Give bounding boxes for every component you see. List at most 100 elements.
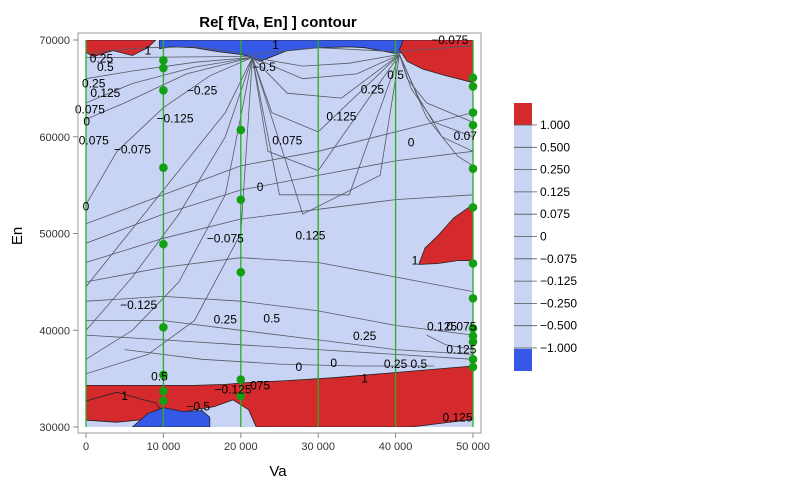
legend-label: −0.125 [540,274,577,288]
sample-point [159,396,168,406]
contour-label: 0 [83,199,90,213]
contour-line-4 [86,57,253,120]
sample-point [236,267,246,277]
legend-label: −1.000 [540,341,577,355]
contour-label: 0.125 [446,343,476,357]
legend-swatch-high [514,103,532,125]
contour-line-14 [252,54,400,172]
legend-label: 0.500 [540,140,570,154]
contour-label: −0.5 [252,60,276,74]
contour-label: 0.5 [263,312,280,326]
x-axis-ticks: 0 10 000 20 000 30 000 40 000 50 000 [83,433,490,453]
contour-label: 0.5 [387,68,404,82]
sample-point [468,294,478,303]
contour-label: 0.125 [295,228,325,242]
x-tick-label: 20 000 [224,441,258,453]
sample-point [236,375,246,384]
y-tick-label: 50000 [39,229,70,241]
contour-label: 1 [145,44,152,58]
sample-point [236,195,246,204]
contour-line-6 [86,57,253,287]
sample-point [468,337,478,347]
sample-point [468,203,478,212]
sample-point [468,362,478,372]
contour-line-13 [252,54,400,133]
contour-label: 0.075 [272,134,302,148]
contour-label: 0.07 [454,129,478,143]
x-tick-label: 10 000 [147,441,181,453]
y-tick-label: 30000 [39,422,70,434]
contour-label: 0.125 [427,319,457,333]
sample-point [236,125,246,135]
sample-point [159,56,168,65]
contour-label: 0.125 [326,109,356,123]
contour-line-1 [86,56,253,58]
vertical-guide-lines [85,40,474,427]
contour-label: 0.25 [214,313,238,327]
contour-line-22 [86,150,473,244]
sample-points [159,56,478,406]
legend-label: −0.250 [540,296,577,310]
contour-label: 0.25 [384,357,408,371]
sample-point [468,73,478,83]
contour-line-26 [86,320,473,355]
sample-point [468,354,478,364]
plot-background [86,40,473,427]
contour-line-9 [86,57,253,375]
contour-label: 0.5 [97,60,114,74]
contour-line-11 [252,54,400,80]
sample-point [236,391,246,401]
sample-point [159,323,168,332]
contour-label: 0.075 [75,103,105,117]
contour-line-10 [252,54,400,67]
contour-line-8 [86,57,253,360]
x-tick-label: 40 000 [379,441,413,453]
region-red-top-right [399,40,473,84]
contour-label: 0.125 [90,86,120,100]
legend-swatch-mid [514,125,532,349]
plot-area: 0.250.50.250.1250.07500.075−0.075−0.125−… [75,33,478,427]
y-tick-label: 60000 [39,132,70,144]
contour-label: 0 [83,114,90,128]
contour-label: 0.125 [443,410,473,424]
contour-line-29 [426,334,473,350]
contour-line-20 [399,54,473,123]
contour-line-7 [86,57,253,331]
sample-point [468,259,478,268]
contour-label: 0 [257,180,264,194]
legend-swatch-low [514,349,532,371]
contour-label: −0.075 [431,33,468,47]
x-tick-label: 30 000 [301,441,335,453]
contour-line-16 [252,54,400,215]
sample-point [468,120,478,130]
sample-point [159,86,168,95]
contour-label: 0.075 [446,319,476,333]
contour-line-21 [86,112,473,225]
sample-point [159,370,168,380]
filled-regions [86,40,473,427]
contour-line-0 [86,45,473,55]
contour-line-28 [124,349,435,367]
contour-label: 0.5 [410,357,427,371]
legend-label: 0.075 [540,207,570,221]
contour-label: −0.125 [215,382,252,396]
contour-line-24 [86,257,473,292]
x-axis-label: Va [269,463,287,480]
y-tick-label: 70000 [39,35,70,47]
sample-point [159,386,168,396]
contour-line-25 [86,295,473,336]
contour-label: −0.125 [120,298,157,312]
contour-label: −0.075 [114,142,151,156]
sample-point [468,82,478,91]
contour-label: 1 [412,254,419,268]
contour-label: 0.25 [361,82,385,96]
contour-label: 0.25 [353,329,377,343]
sample-point [468,108,478,117]
contour-label: 1 [361,372,368,386]
sample-point [159,163,168,173]
color-legend: 1.000 0.500 0.250 0.125 0.075 0 −0.075 −0.125 −0… [514,103,577,371]
contour-label: 0.25 [90,51,114,65]
contour-line-27 [86,334,473,360]
contour-label: 075 [250,378,270,392]
